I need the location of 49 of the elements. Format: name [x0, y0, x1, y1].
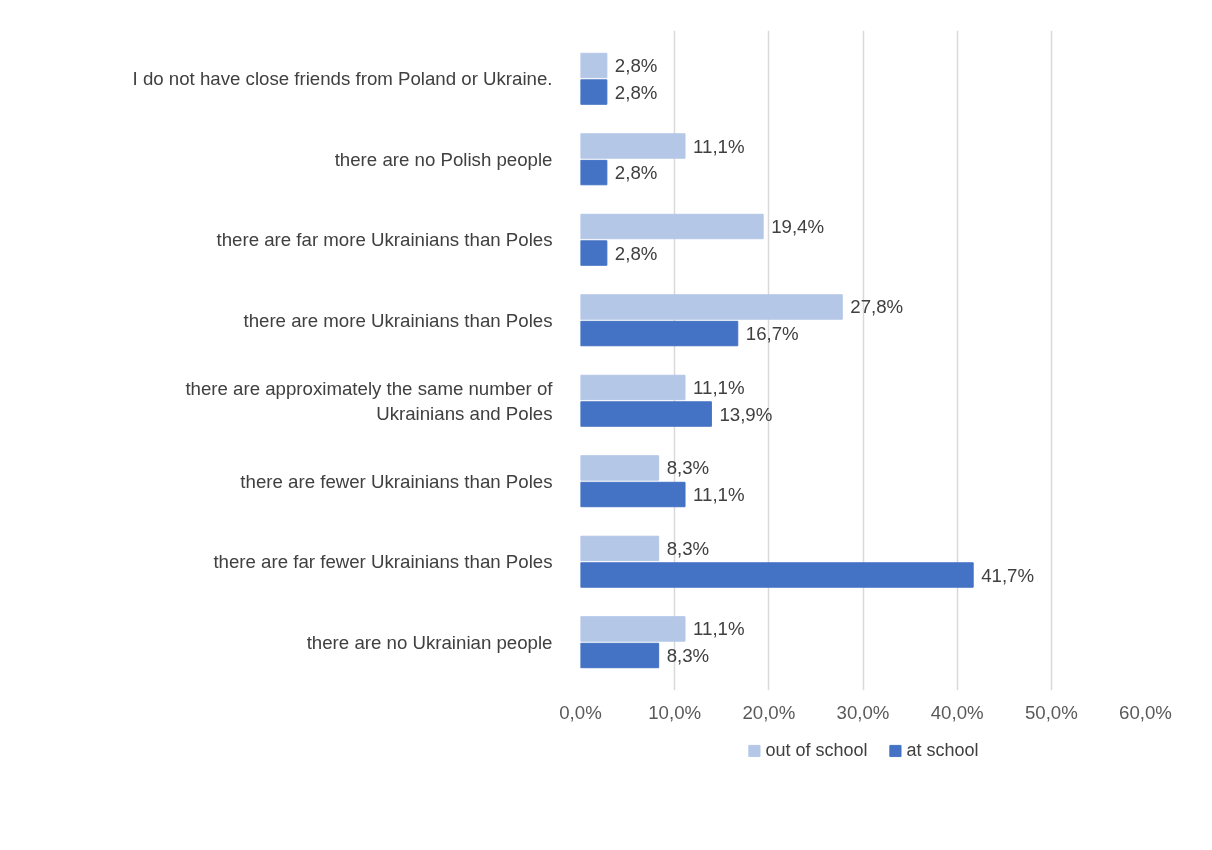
bar — [580, 481, 686, 508]
data-label: 2,8% — [614, 81, 658, 103]
bar — [580, 240, 608, 266]
data-label: 2,8% — [614, 242, 658, 264]
y-tick-label: there are far more Ukrainians than Poles — [216, 229, 553, 251]
legend-label: at school — [906, 739, 979, 761]
bar — [580, 133, 686, 159]
y-tick-label: there are fewer Ukrainians than Poles — [240, 470, 553, 492]
bar — [580, 455, 660, 481]
data-label: 2,8% — [614, 162, 658, 184]
data-label: 19,4% — [771, 215, 825, 237]
bar — [580, 374, 686, 401]
data-label: 11,1% — [693, 135, 745, 157]
data-label: 8,3% — [666, 457, 710, 479]
y-tick-label: there are far fewer Ukrainians than Poles — [213, 551, 553, 573]
bar — [580, 642, 660, 669]
bar — [580, 213, 764, 240]
bar — [580, 535, 660, 562]
x-tick-label: 50,0% — [1024, 701, 1078, 723]
bar — [580, 320, 739, 347]
data-label: 8,3% — [666, 537, 710, 559]
data-label: 2,8% — [614, 55, 658, 77]
bar — [580, 79, 608, 105]
data-label: 11,1% — [693, 618, 745, 640]
data-label: 11,1% — [693, 484, 745, 506]
legend-label: out of school — [765, 739, 868, 761]
y-tick-label: there are approximately the same number of Ukrainians and Poles — [185, 377, 554, 424]
bar — [580, 294, 843, 320]
y-tick-label: there are no Ukrainian people — [306, 631, 553, 653]
data-label: 16,7% — [745, 323, 799, 345]
y-tick-label: I do not have close friends from Poland or Ukraine. — [132, 68, 553, 90]
x-tick-label: 0,0% — [559, 701, 602, 723]
data-label: 11,1% — [693, 376, 745, 398]
bar — [580, 159, 608, 186]
x-tick-label: 20,0% — [742, 701, 796, 723]
y-tick-label: there are no Polish people — [334, 148, 553, 170]
data-label: 27,8% — [850, 296, 904, 318]
x-tick-label: 10,0% — [648, 701, 702, 723]
bar — [580, 616, 686, 642]
data-label: 13,9% — [719, 403, 773, 425]
data-label: 8,3% — [666, 644, 710, 666]
x-tick-label: 60,0% — [1119, 701, 1172, 723]
y-tick-label: there are more Ukrainians than Poles — [243, 309, 553, 331]
bar — [580, 52, 608, 79]
x-tick-label: 40,0% — [930, 701, 984, 723]
x-tick-label: 30,0% — [836, 701, 890, 723]
bar — [580, 401, 712, 427]
data-label: 41,7% — [981, 564, 1035, 586]
bar — [580, 562, 974, 588]
